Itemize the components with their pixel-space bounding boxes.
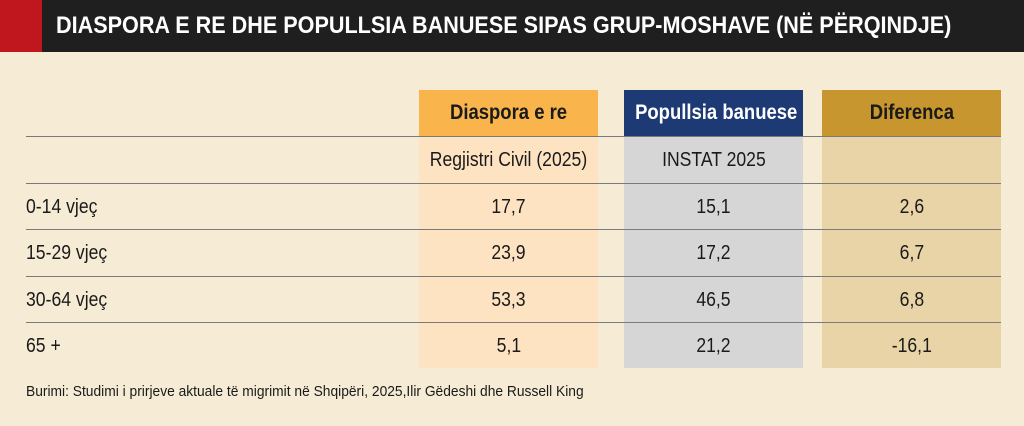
table-cell: 17,2 xyxy=(696,242,731,264)
header-diaspora: Diaspora e re xyxy=(419,90,598,136)
divider-line xyxy=(26,183,1001,184)
source-note: Burimi: Studimi i prirjeve aktuale të mi… xyxy=(26,383,584,400)
row-label: 30-64 vjeç xyxy=(26,289,108,311)
table-cell: 46,5 xyxy=(696,289,731,311)
row-label: 0-14 vjeç xyxy=(26,196,98,218)
subheader-diferenca xyxy=(822,137,1001,183)
divider-line xyxy=(26,229,1001,230)
table-cell: 21,2 xyxy=(696,335,731,357)
table-cell: 17,7 xyxy=(491,196,526,218)
divider-line xyxy=(26,276,1001,277)
page-title: DIASPORA E RE DHE POPULLSIA BANUESE SIPA… xyxy=(56,12,952,39)
table-cell: 2,6 xyxy=(899,196,924,218)
row-label: 15-29 vjeç xyxy=(26,242,108,264)
table-cell: -16,1 xyxy=(891,335,932,357)
subheader-populli: INSTAT 2025 xyxy=(661,149,766,171)
header-diferenca: Diferenca xyxy=(822,90,1001,136)
subheader-diaspora: Regjistri Civil (2025) xyxy=(429,149,588,171)
table-cell: 5,1 xyxy=(496,335,521,357)
table-cell: 23,9 xyxy=(491,242,526,264)
divider-line xyxy=(26,322,1001,323)
title-accent xyxy=(0,0,42,52)
divider-line xyxy=(26,136,1001,137)
row-label: 65 + xyxy=(26,335,61,357)
table-cell: 6,7 xyxy=(899,242,924,264)
table-cell: 53,3 xyxy=(491,289,526,311)
table-cell: 15,1 xyxy=(696,196,731,218)
table-cell: 6,8 xyxy=(899,289,924,311)
title-bar: DIASPORA E RE DHE POPULLSIA BANUESE SIPA… xyxy=(0,0,1024,52)
header-populli: Popullsia banuese xyxy=(624,90,803,136)
